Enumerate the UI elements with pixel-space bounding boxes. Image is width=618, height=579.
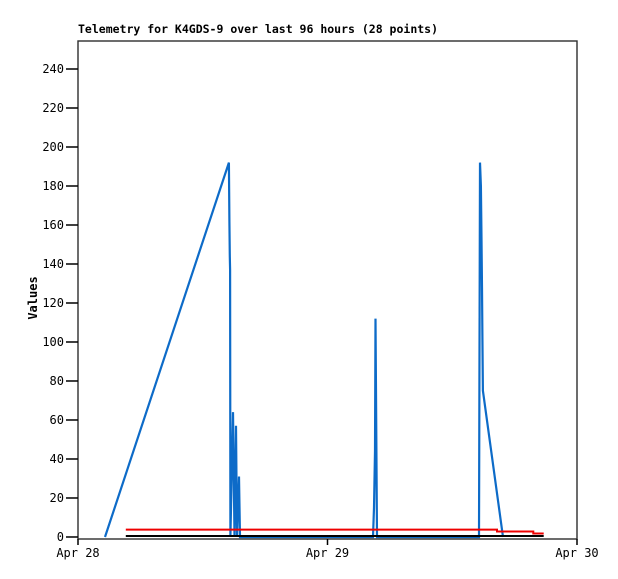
y-tick-label: 40 — [50, 452, 64, 466]
y-tick-label: 180 — [42, 179, 64, 193]
y-tick-label: 220 — [42, 101, 64, 115]
y-tick-label: 60 — [50, 413, 64, 427]
y-tick-label: 0 — [57, 530, 64, 544]
y-tick-label: 120 — [42, 296, 64, 310]
y-tick-label: 240 — [42, 62, 64, 76]
plot-border — [77, 40, 578, 540]
x-tick-label: Apr 30 — [555, 546, 598, 560]
chart-title: Telemetry for K4GDS-9 over last 96 hours… — [78, 22, 439, 36]
y-tick-label: 80 — [50, 374, 64, 388]
x-tick-label: Apr 28 — [56, 546, 99, 560]
y-tick-label: 160 — [42, 218, 64, 232]
y-tick-label: 100 — [42, 335, 64, 349]
y-tick-label: 140 — [42, 257, 64, 271]
y-tick-label: 20 — [50, 491, 64, 505]
y-tick-label: 200 — [42, 140, 64, 154]
x-tick-label: Apr 29 — [306, 546, 349, 560]
blue-series-line — [103, 162, 505, 539]
red-series-line — [125, 528, 544, 535]
